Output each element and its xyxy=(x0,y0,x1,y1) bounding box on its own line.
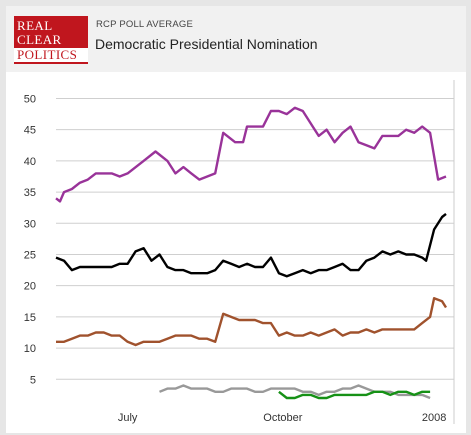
chart-panel: REAL CLEAR POLITICS RCP POLL AVERAGE Dem… xyxy=(6,6,466,433)
logo-line-3: POLITICS xyxy=(14,48,88,62)
y-tick-label-20: 20 xyxy=(24,281,36,293)
chart-title: Democratic Presidential Nomination xyxy=(95,36,318,52)
y-tick-label-10: 10 xyxy=(24,343,36,355)
series-line-4 xyxy=(159,384,431,400)
realclearpolitics-logo: REAL CLEAR POLITICS xyxy=(14,16,88,64)
plot-area: 5 10 15 20 25 30 35 40 45 50 July October 2008 xyxy=(6,72,466,433)
x-tick-label-1: October xyxy=(263,412,302,424)
y-tick-label-5: 5 xyxy=(30,374,36,386)
chart-header: REAL CLEAR POLITICS RCP POLL AVERAGE Dem… xyxy=(6,6,466,73)
series-line-3 xyxy=(56,297,448,347)
series-line-5 xyxy=(278,390,431,400)
x-tick-label-2: 2008 xyxy=(422,412,446,424)
y-tick-label-40: 40 xyxy=(24,156,36,168)
x-tick-label-0: July xyxy=(118,412,138,424)
y-tick-label-30: 30 xyxy=(24,218,36,230)
y-tick-label-15: 15 xyxy=(24,312,36,324)
y-tick-label-25: 25 xyxy=(24,249,36,261)
chart-subtitle: RCP POLL AVERAGE xyxy=(96,19,194,30)
y-tick-label-35: 35 xyxy=(24,187,36,199)
y-tick-label-50: 50 xyxy=(24,93,36,105)
series-line-1 xyxy=(55,106,447,203)
line-chart: 5 10 15 20 25 30 35 40 45 50 July October 2008 xyxy=(24,80,455,424)
y-tick-label-45: 45 xyxy=(24,125,36,137)
logo-line-1: REAL xyxy=(17,18,53,33)
series-line-2 xyxy=(55,212,447,278)
logo-line-2: CLEAR xyxy=(17,32,62,47)
